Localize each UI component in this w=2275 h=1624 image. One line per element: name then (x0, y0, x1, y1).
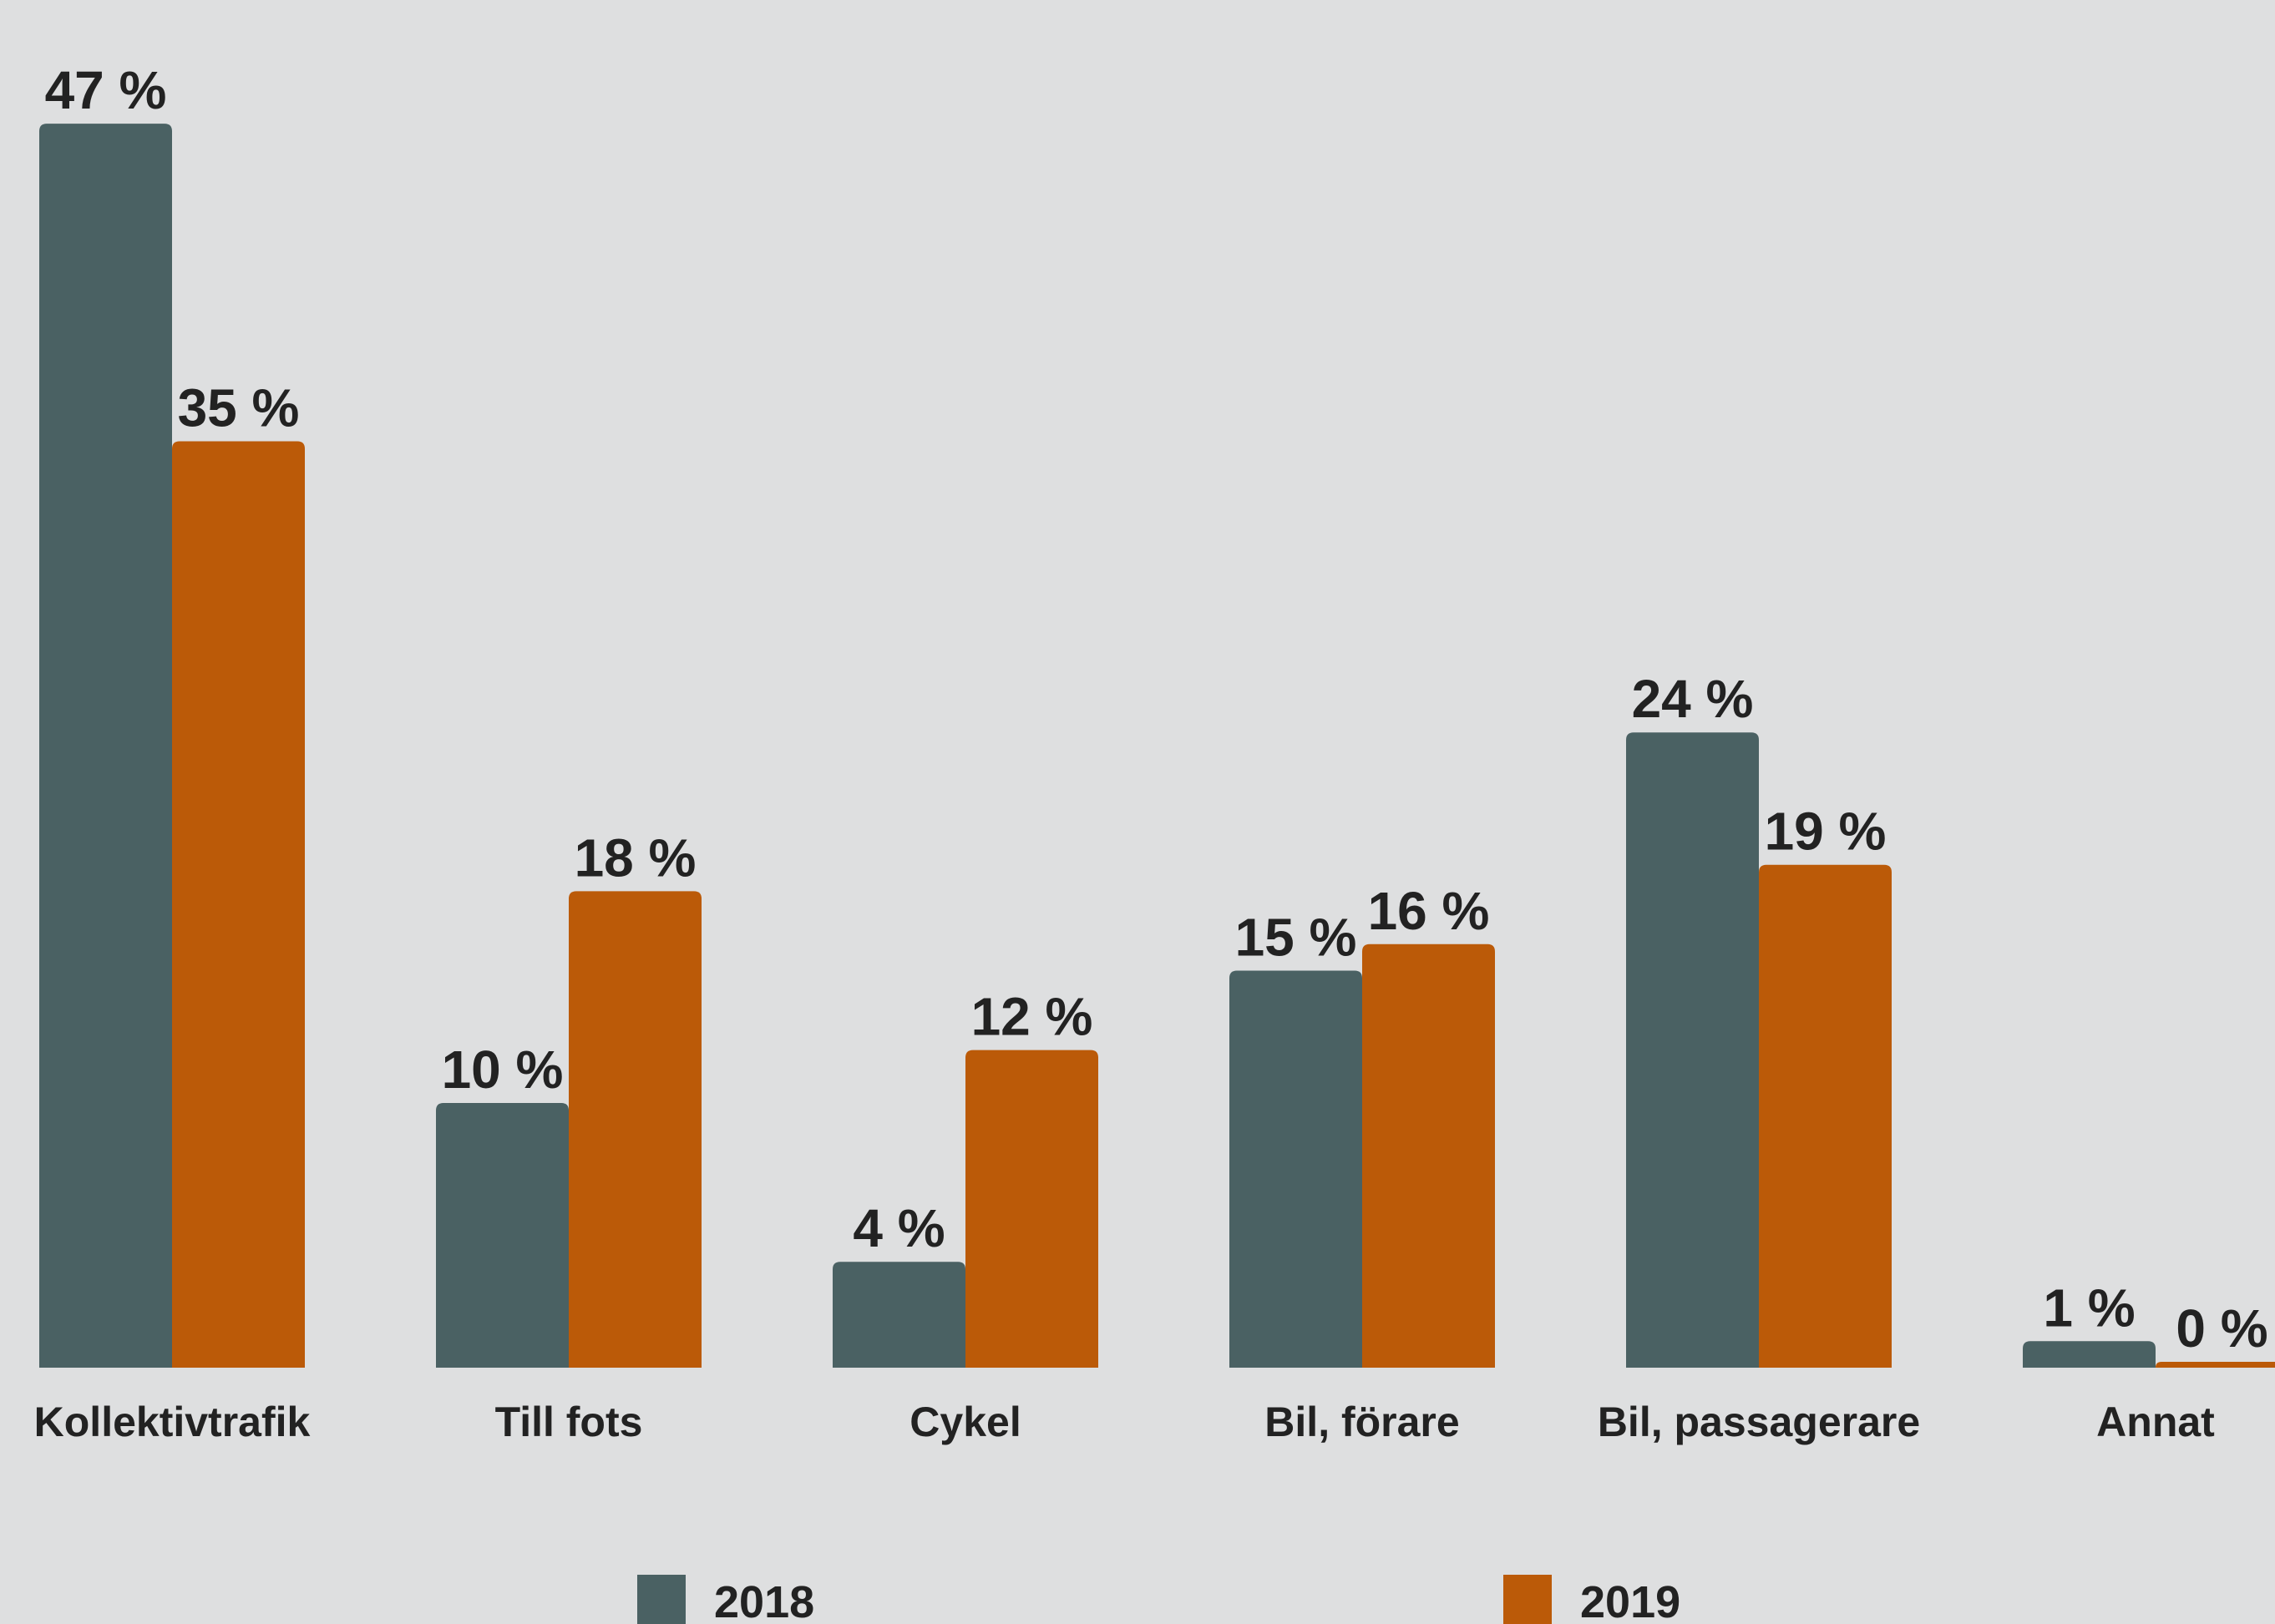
bar (1626, 732, 1759, 1368)
data-label: 47 % (45, 60, 167, 120)
x-tick-label: Cykel (909, 1399, 1021, 1445)
bar (436, 1103, 569, 1368)
x-tick-label: Bil, förare (1264, 1399, 1459, 1445)
x-tick-label: Bil, passagerare (1598, 1399, 1920, 1445)
bar (569, 891, 702, 1368)
x-tick-label: Till fots (495, 1399, 643, 1445)
bar (1229, 970, 1362, 1368)
data-label: 4 % (853, 1198, 945, 1258)
legend-label: 2019 (1580, 1577, 1680, 1624)
legend-label: 2018 (714, 1577, 814, 1624)
x-tick-label: Kollektivtrafik (34, 1399, 311, 1445)
bar (39, 124, 172, 1369)
data-label: 12 % (971, 987, 1093, 1047)
data-label: 16 % (1368, 881, 1490, 941)
data-label: 1 % (2043, 1277, 2135, 1338)
data-label: 19 % (1765, 802, 1887, 862)
x-tick-label: Annat (2096, 1399, 2215, 1445)
data-label: 15 % (1235, 908, 1357, 968)
bar (172, 441, 305, 1368)
data-label: 0 % (2176, 1298, 2267, 1358)
data-label: 35 % (178, 378, 300, 438)
bar (1759, 864, 1892, 1368)
bar (2156, 1362, 2275, 1368)
bar (1362, 944, 1495, 1368)
legend-swatch (637, 1575, 686, 1624)
bar (2023, 1341, 2156, 1368)
legend-swatch (1503, 1575, 1552, 1624)
data-label: 10 % (442, 1040, 564, 1100)
data-label: 18 % (575, 827, 697, 888)
bar (965, 1050, 1098, 1368)
bar (833, 1262, 965, 1368)
data-label: 24 % (1632, 669, 1754, 729)
